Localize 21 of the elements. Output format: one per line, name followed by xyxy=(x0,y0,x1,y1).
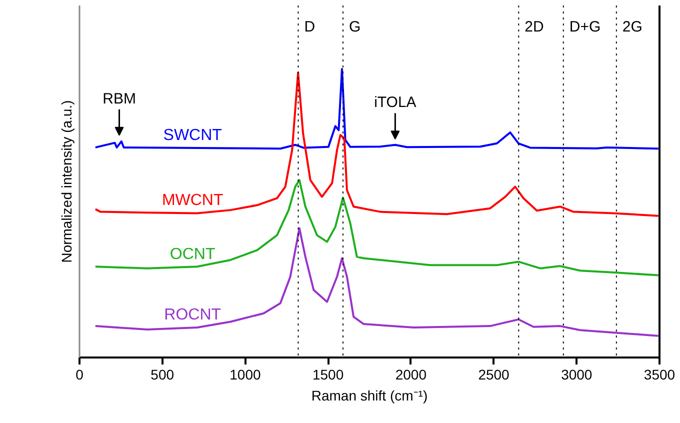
annotation: iTOLA xyxy=(374,94,416,112)
series-label: SWCNT xyxy=(163,126,222,144)
x-tick-label: 1500 xyxy=(312,366,344,382)
series-label: ROCNT xyxy=(164,306,222,324)
x-axis-title: Raman shift (cm⁻¹) xyxy=(311,388,428,404)
series-label: MWCNT xyxy=(162,192,224,210)
x-tick-label: 0 xyxy=(76,366,84,382)
x-tick-label: 500 xyxy=(150,366,174,382)
ref-line-label: 2G xyxy=(622,18,642,36)
x-tick-label: 2500 xyxy=(478,366,510,382)
y-axis-title: Normalized intensity (a.u.) xyxy=(58,100,74,263)
ref-line-label: 2D xyxy=(524,18,544,36)
x-tick-label: 3500 xyxy=(644,366,676,382)
annotation: RBM xyxy=(102,90,136,108)
ref-line-label: G xyxy=(348,18,361,36)
ref-line-label: D xyxy=(304,18,316,36)
ref-line-label: D+G xyxy=(569,18,601,36)
series-label: OCNT xyxy=(170,246,216,263)
x-tick-label: 2000 xyxy=(395,366,427,382)
x-tick-label: 1000 xyxy=(230,366,261,382)
x-tick-label: 3000 xyxy=(561,366,592,382)
